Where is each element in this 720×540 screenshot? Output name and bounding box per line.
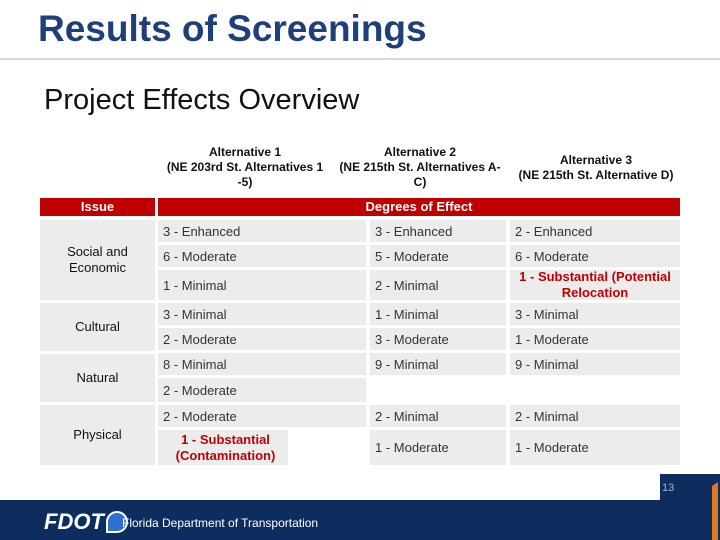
issue-physical: Physical	[40, 405, 155, 465]
cell-alt3: 9 - Minimal	[510, 353, 680, 375]
cell-alt3: 1 - Moderate	[510, 430, 680, 465]
table-row: 2 - Moderate 2 - Minimal 2 - Minimal	[158, 405, 680, 427]
slide-subtitle: Project Effects Overview	[44, 84, 360, 116]
cell-alt2: 1 - Minimal	[370, 303, 506, 325]
issue-cultural: Cultural	[40, 303, 155, 351]
cell-alt1-substantial: 1 - Substantial (Contamination)	[158, 430, 288, 465]
cell-alt3: 2 - Minimal	[510, 405, 680, 427]
table-row: 1 - Minimal 2 - Minimal 1 - Substantial …	[158, 269, 680, 300]
organization-name: Florida Department of Transportation	[122, 516, 319, 530]
cell-alt2: 2 - Minimal	[370, 405, 506, 427]
cell-alt1: 2 - Moderate	[158, 405, 366, 427]
cell-alt2: 1 - Moderate	[370, 430, 506, 465]
cell-alt1: 3 - Minimal	[158, 303, 366, 325]
cell-alt2: 5 - Moderate	[370, 245, 506, 267]
slide-title: Results of Screenings	[38, 8, 427, 49]
cell-alt1: 1 - Minimal	[158, 270, 366, 300]
fdot-logo-text: FDOT	[44, 509, 104, 534]
table-row: 3 - Minimal 1 - Minimal 3 - Minimal	[158, 303, 680, 325]
column-header-alternative-1: Alternative 1 (NE 203rd St. Alternatives…	[166, 145, 324, 189]
cell-alt1: 2 - Moderate	[158, 328, 366, 350]
cell-alt1: 8 - Minimal	[158, 353, 366, 375]
table-row: 2 - Moderate 3 - Moderate 1 - Moderate	[158, 328, 680, 350]
cell-alt3: 3 - Minimal	[510, 303, 680, 325]
issue-social-economic: Social and Economic	[40, 220, 155, 300]
cell-alt1: 2 - Moderate	[158, 378, 366, 402]
cell-alt3: 6 - Moderate	[510, 245, 680, 267]
table-row: 8 - Minimal 9 - Minimal 9 - Minimal	[158, 353, 680, 375]
fdot-swoosh-icon	[105, 511, 128, 533]
degrees-of-effect-header: Degrees of Effect	[158, 198, 680, 216]
cell-alt2: 9 - Minimal	[370, 353, 506, 375]
title-divider	[0, 58, 720, 60]
column-header-alternative-3: Alternative 3 (NE 215th St. Alternative …	[518, 153, 674, 182]
fdot-logo: FDOT	[44, 507, 128, 537]
corner-accent-graphic	[660, 474, 720, 540]
cell-alt2: 2 - Minimal	[370, 270, 506, 300]
cell-alt2: 3 - Moderate	[370, 328, 506, 350]
cell-alt3-substantial: 1 - Substantial (Potential Relocation	[510, 269, 680, 300]
cell-alt2: 3 - Enhanced	[370, 220, 506, 242]
issue-natural: Natural	[40, 354, 155, 402]
page-number: 13	[662, 482, 675, 494]
cell-alt3: 1 - Moderate	[510, 328, 680, 350]
table-row: 6 - Moderate 5 - Moderate 6 - Moderate	[158, 245, 680, 267]
table-row: 2 - Moderate	[158, 378, 680, 402]
table-row: 3 - Enhanced 3 - Enhanced 2 - Enhanced	[158, 220, 680, 242]
cell-alt3: 2 - Enhanced	[510, 220, 680, 242]
issue-header: Issue	[40, 198, 155, 216]
table-row: 1 - Substantial (Contamination) 1 - Mode…	[158, 430, 680, 465]
cell-alt1: 6 - Moderate	[158, 245, 366, 267]
cell-alt1: 3 - Enhanced	[158, 220, 366, 242]
column-header-alternative-2: Alternative 2 (NE 215th St. Alternatives…	[339, 145, 501, 189]
